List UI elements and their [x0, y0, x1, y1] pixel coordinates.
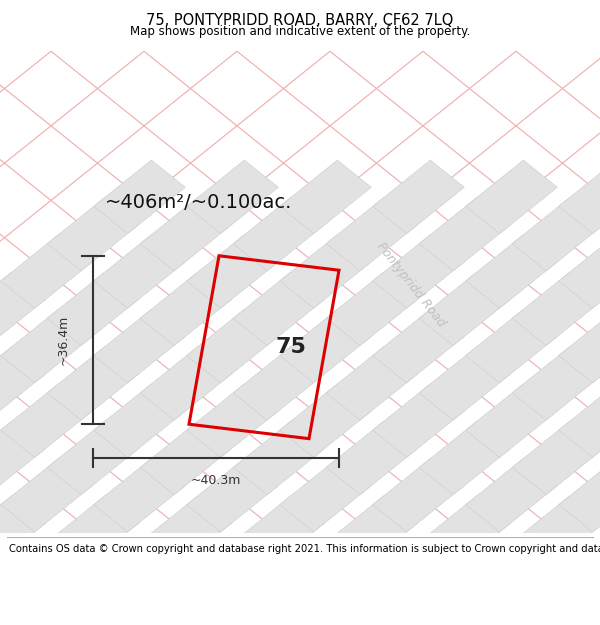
Polygon shape [559, 234, 600, 308]
Polygon shape [466, 384, 557, 458]
Polygon shape [373, 309, 464, 382]
Text: ~36.4m: ~36.4m [56, 315, 70, 365]
Polygon shape [0, 496, 46, 569]
Polygon shape [326, 421, 418, 494]
Polygon shape [94, 533, 185, 606]
Polygon shape [94, 160, 185, 234]
Polygon shape [94, 384, 185, 458]
Polygon shape [47, 272, 139, 346]
Polygon shape [419, 272, 511, 346]
Polygon shape [140, 272, 232, 346]
Polygon shape [512, 421, 600, 494]
Polygon shape [1, 384, 92, 458]
Polygon shape [94, 459, 185, 532]
Polygon shape [326, 346, 418, 420]
Polygon shape [326, 496, 418, 569]
Polygon shape [373, 234, 464, 308]
Polygon shape [187, 384, 278, 458]
Text: Map shows position and indicative extent of the property.: Map shows position and indicative extent… [130, 26, 470, 39]
Polygon shape [94, 234, 185, 308]
Polygon shape [419, 496, 511, 569]
Polygon shape [280, 533, 371, 606]
Text: 75, PONTYPRIDD ROAD, BARRY, CF62 7LQ: 75, PONTYPRIDD ROAD, BARRY, CF62 7LQ [146, 12, 454, 28]
Polygon shape [187, 309, 278, 382]
Polygon shape [419, 346, 511, 420]
Polygon shape [47, 198, 139, 271]
Polygon shape [466, 459, 557, 532]
Polygon shape [280, 384, 371, 458]
Polygon shape [187, 533, 278, 606]
Polygon shape [419, 421, 511, 494]
Text: ~40.3m: ~40.3m [191, 474, 241, 487]
Polygon shape [280, 459, 371, 532]
Polygon shape [1, 459, 92, 532]
Polygon shape [0, 272, 46, 346]
Polygon shape [559, 309, 600, 382]
Polygon shape [559, 384, 600, 458]
Text: 75: 75 [275, 338, 307, 357]
Polygon shape [280, 309, 371, 382]
Polygon shape [140, 346, 232, 420]
Polygon shape [47, 421, 139, 494]
Polygon shape [140, 421, 232, 494]
Polygon shape [187, 234, 278, 308]
Polygon shape [466, 533, 557, 606]
Polygon shape [94, 309, 185, 382]
Polygon shape [47, 346, 139, 420]
Polygon shape [233, 198, 325, 271]
Polygon shape [1, 234, 92, 308]
Polygon shape [512, 272, 600, 346]
Polygon shape [559, 160, 600, 234]
Polygon shape [512, 496, 600, 569]
Polygon shape [466, 160, 557, 234]
Polygon shape [419, 198, 511, 271]
Polygon shape [512, 198, 600, 271]
Polygon shape [466, 309, 557, 382]
Text: Pontypridd Road: Pontypridd Road [374, 240, 448, 329]
Polygon shape [466, 234, 557, 308]
Polygon shape [559, 533, 600, 606]
Polygon shape [233, 272, 325, 346]
Text: ~406m²/~0.100ac.: ~406m²/~0.100ac. [105, 193, 292, 213]
Polygon shape [1, 533, 92, 606]
Polygon shape [140, 496, 232, 569]
Text: Contains OS data © Crown copyright and database right 2021. This information is : Contains OS data © Crown copyright and d… [9, 544, 600, 554]
Polygon shape [280, 160, 371, 234]
Polygon shape [233, 346, 325, 420]
Polygon shape [326, 198, 418, 271]
Polygon shape [326, 272, 418, 346]
Polygon shape [187, 160, 278, 234]
Polygon shape [512, 346, 600, 420]
Polygon shape [373, 533, 464, 606]
Polygon shape [140, 198, 232, 271]
Polygon shape [373, 160, 464, 234]
Polygon shape [233, 496, 325, 569]
Polygon shape [187, 459, 278, 532]
Polygon shape [280, 234, 371, 308]
Polygon shape [233, 421, 325, 494]
Polygon shape [1, 309, 92, 382]
Polygon shape [0, 346, 46, 420]
Polygon shape [559, 459, 600, 532]
Polygon shape [47, 496, 139, 569]
Polygon shape [0, 421, 46, 494]
Polygon shape [373, 384, 464, 458]
Polygon shape [373, 459, 464, 532]
